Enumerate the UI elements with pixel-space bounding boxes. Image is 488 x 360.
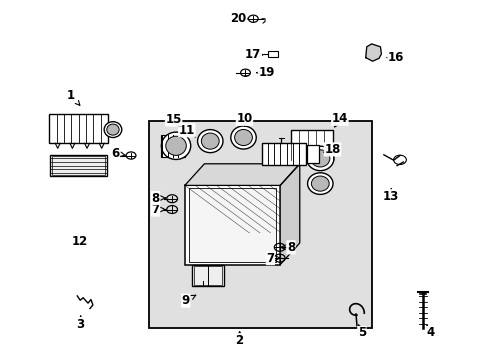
Text: 13: 13 — [382, 189, 399, 203]
Ellipse shape — [306, 146, 333, 171]
Ellipse shape — [106, 124, 119, 135]
Bar — [161, 135, 184, 157]
Ellipse shape — [104, 122, 122, 138]
Polygon shape — [280, 164, 299, 265]
Bar — [52, 156, 104, 175]
Ellipse shape — [234, 130, 252, 145]
Bar — [267, 51, 277, 57]
Text: 8: 8 — [280, 241, 294, 254]
Text: 5: 5 — [357, 325, 365, 339]
Ellipse shape — [310, 150, 329, 167]
Bar — [192, 265, 224, 286]
Bar — [49, 114, 108, 143]
Bar — [290, 130, 332, 160]
Bar — [193, 266, 222, 285]
Text: 9: 9 — [182, 294, 195, 307]
Text: 10: 10 — [236, 112, 252, 126]
Ellipse shape — [230, 126, 256, 149]
Bar — [261, 143, 305, 165]
Text: 6: 6 — [111, 147, 125, 159]
Bar — [184, 185, 280, 265]
Text: 4: 4 — [426, 325, 433, 339]
Ellipse shape — [165, 136, 186, 156]
Ellipse shape — [307, 173, 332, 194]
Bar — [50, 155, 106, 176]
Ellipse shape — [161, 132, 190, 159]
Text: 16: 16 — [386, 51, 404, 64]
Text: 15: 15 — [165, 113, 182, 127]
Bar — [188, 188, 276, 262]
Ellipse shape — [311, 176, 328, 191]
Text: 7: 7 — [151, 203, 165, 216]
Text: 1: 1 — [67, 89, 80, 105]
Bar — [306, 145, 319, 163]
Text: 2: 2 — [235, 332, 243, 347]
Text: 20: 20 — [230, 12, 248, 25]
Text: 19: 19 — [256, 66, 274, 79]
Text: 11: 11 — [178, 124, 195, 137]
Text: 14: 14 — [331, 112, 347, 127]
Text: 12: 12 — [71, 235, 88, 248]
Text: 3: 3 — [77, 316, 84, 330]
Bar — [149, 121, 371, 328]
Ellipse shape — [201, 133, 219, 149]
Text: 7: 7 — [266, 252, 280, 265]
Polygon shape — [184, 164, 299, 185]
Text: 18: 18 — [323, 143, 340, 156]
Ellipse shape — [197, 130, 223, 153]
Text: 8: 8 — [151, 192, 165, 204]
Text: 17: 17 — [244, 48, 263, 61]
Polygon shape — [365, 44, 381, 61]
